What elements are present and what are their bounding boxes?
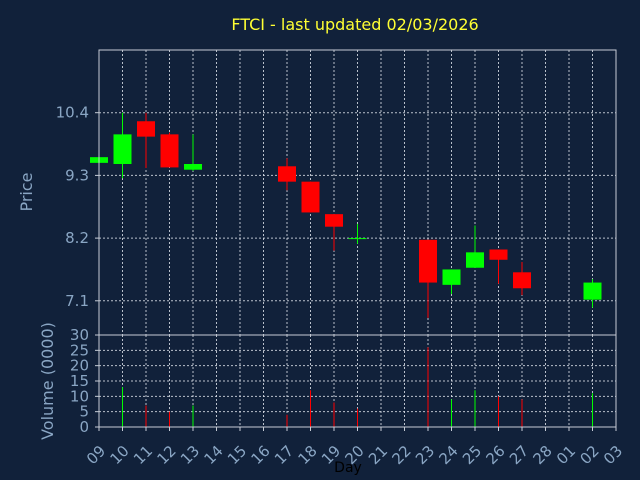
x-tick-label: 11 bbox=[130, 442, 156, 468]
candle bbox=[301, 181, 320, 213]
candle bbox=[583, 279, 602, 308]
x-tick-label: 12 bbox=[154, 442, 180, 468]
x-tick-label: 25 bbox=[459, 442, 485, 468]
x-tick-label: 18 bbox=[295, 442, 321, 468]
price-gridlines bbox=[99, 50, 616, 335]
candle-body bbox=[513, 272, 531, 289]
candle-body bbox=[466, 252, 484, 268]
price-panel: 7.1 8.2 9.3 10.4 Price bbox=[17, 49, 617, 336]
candle bbox=[160, 132, 179, 168]
x-tick-label: 23 bbox=[412, 442, 438, 468]
price-axis-label: Price bbox=[17, 172, 36, 211]
volume-y-tick-label: 20 bbox=[70, 357, 89, 375]
x-tick-label: 13 bbox=[177, 442, 203, 468]
volume-y-tick-label: 5 bbox=[79, 403, 89, 421]
volume-bars bbox=[122, 347, 593, 427]
x-tick-label: 01 bbox=[553, 442, 579, 468]
price-y-ticks: 7.1 8.2 9.3 10.4 bbox=[56, 104, 99, 310]
price-y-tick-label: 10.4 bbox=[56, 104, 89, 122]
candle-body bbox=[442, 269, 461, 285]
price-y-tick-label: 9.3 bbox=[65, 166, 89, 184]
x-tick-label: 16 bbox=[248, 442, 274, 468]
candle-body bbox=[184, 164, 202, 170]
price-y-tick-label: 8.2 bbox=[65, 229, 89, 247]
volume-y-tick-label: 30 bbox=[70, 326, 89, 344]
candle-body bbox=[419, 239, 437, 283]
candle-body bbox=[583, 282, 602, 300]
x-tick-label: 27 bbox=[506, 442, 532, 468]
x-tick-label: 22 bbox=[389, 442, 415, 468]
candle-body bbox=[348, 238, 367, 240]
x-tick-label: 14 bbox=[201, 442, 227, 468]
price-panel-frame bbox=[98, 49, 617, 336]
x-tick-label: 02 bbox=[577, 442, 603, 468]
candle bbox=[466, 225, 484, 268]
candle bbox=[137, 112, 155, 168]
chart-title: FTCI - last updated 02/03/2026 bbox=[231, 15, 478, 34]
price-candles bbox=[90, 112, 602, 318]
volume-y-tick-label: 0 bbox=[79, 418, 89, 436]
x-tick-label: 21 bbox=[365, 442, 391, 468]
x-tick-label: 15 bbox=[224, 442, 250, 468]
volume-y-tick-label: 10 bbox=[70, 387, 89, 405]
candle bbox=[442, 269, 461, 294]
candle bbox=[489, 249, 508, 284]
candle-body bbox=[160, 134, 179, 168]
x-tick-label: 17 bbox=[271, 442, 297, 468]
x-tick-label: 09 bbox=[83, 442, 109, 468]
volume-y-tick-label: 15 bbox=[70, 372, 89, 390]
candle-body bbox=[489, 249, 508, 260]
price-y-tick-label: 7.1 bbox=[65, 292, 89, 310]
candle bbox=[184, 134, 202, 171]
candle bbox=[278, 158, 296, 191]
x-tick-label: 26 bbox=[483, 442, 509, 468]
candle-body bbox=[278, 166, 296, 182]
x-tick-label: 24 bbox=[436, 442, 462, 468]
candle bbox=[113, 112, 132, 179]
candle-body bbox=[137, 121, 155, 137]
volume-y-tick-label: 25 bbox=[70, 341, 89, 359]
candle bbox=[325, 214, 343, 251]
candle bbox=[348, 223, 367, 244]
x-tick-label: 10 bbox=[107, 442, 133, 468]
candle bbox=[419, 239, 437, 318]
candle-body bbox=[325, 214, 343, 227]
candle-body bbox=[113, 134, 132, 164]
x-axis-label: Day bbox=[334, 460, 362, 476]
x-tick-label: 28 bbox=[530, 442, 556, 468]
candle-body bbox=[301, 181, 320, 213]
candle bbox=[513, 262, 531, 296]
volume-axis-label: Volume (0000) bbox=[38, 322, 57, 440]
x-tick-label: 03 bbox=[600, 442, 626, 468]
